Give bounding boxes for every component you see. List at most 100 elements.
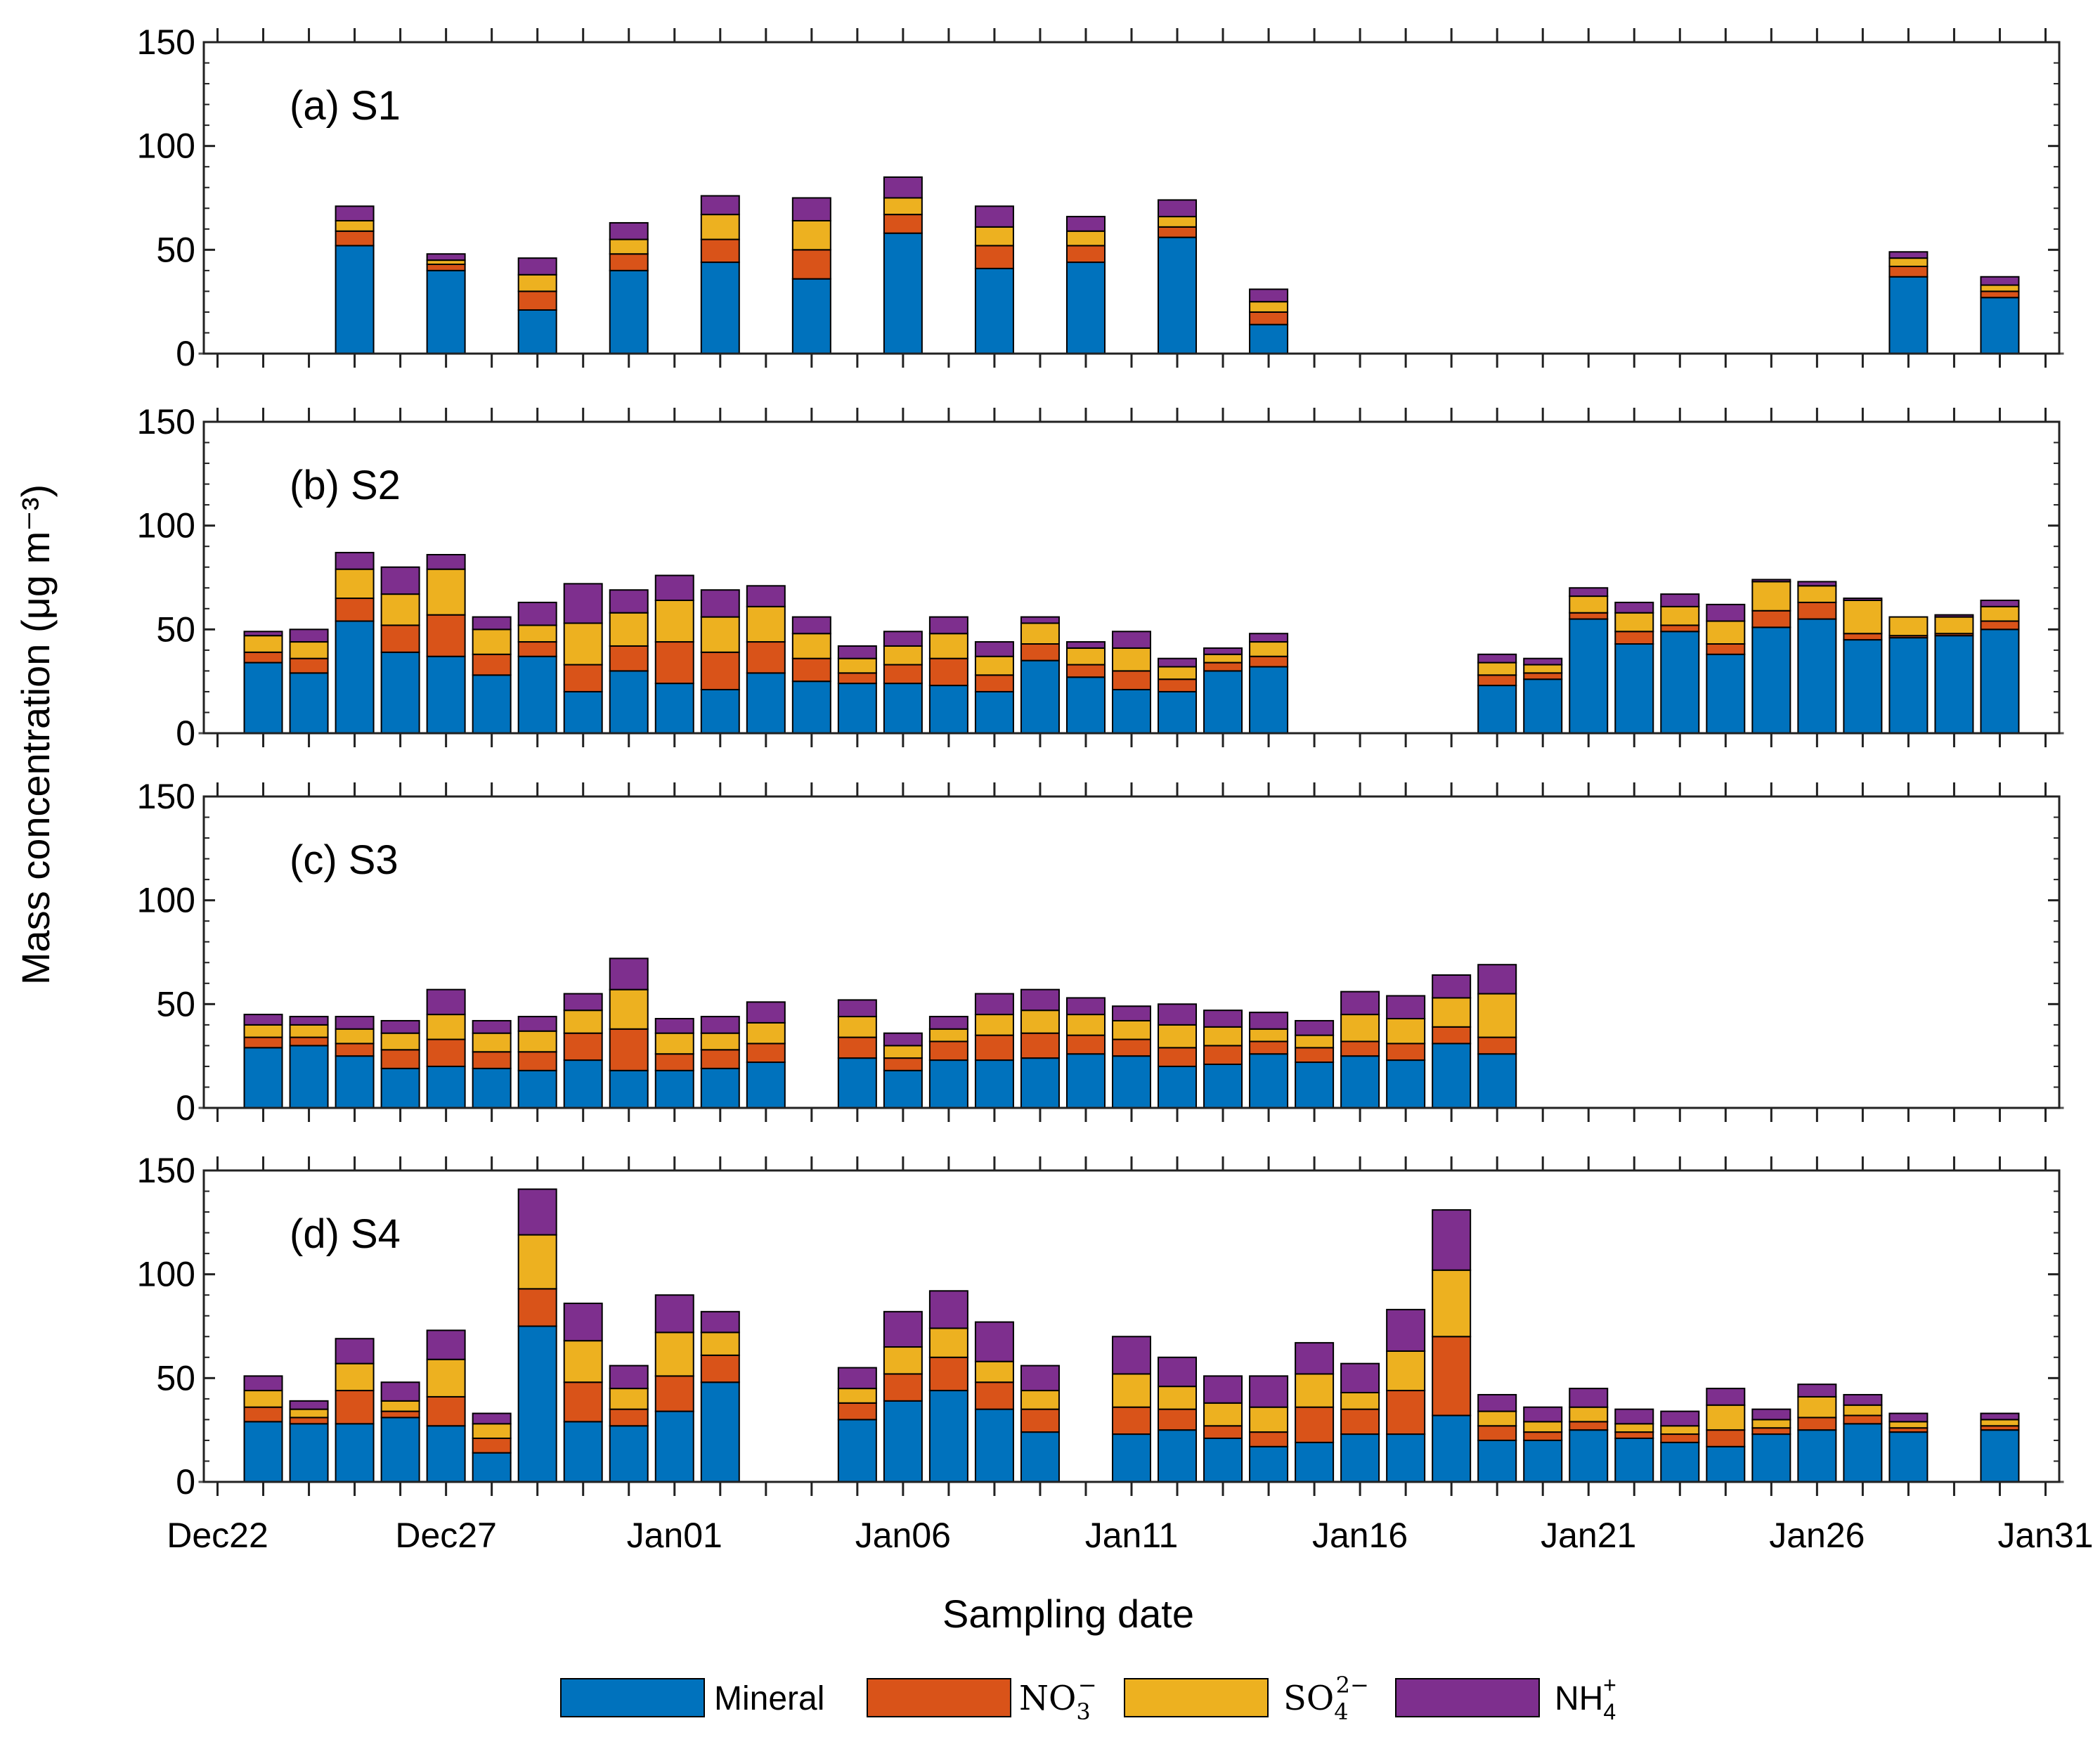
bar-segment-no3: [1158, 678, 1198, 692]
bar-segment-nh4: [335, 552, 375, 570]
bar-segment-nh4: [243, 1375, 283, 1392]
bar-segment-mineral: [700, 1381, 740, 1483]
bar-39: [974, 205, 1014, 354]
bar-segment-so4: [654, 599, 694, 643]
bar-segment-no3: [563, 1032, 603, 1062]
bar-segment-nh4: [1569, 1388, 1609, 1408]
bar-segment-nh4: [1660, 1410, 1700, 1427]
bar-segment-so4: [426, 1014, 466, 1040]
bar-segment-mineral: [700, 262, 740, 355]
bar-segment-no3: [1569, 1421, 1609, 1431]
bar-59: [1888, 616, 1929, 734]
bar-49: [1432, 1209, 1472, 1483]
bar-51: [1523, 657, 1563, 734]
bar-53: [1614, 601, 1654, 734]
bar-segment-no3: [1158, 1408, 1198, 1431]
legend: Mineral NO3− SO42− NH4+: [560, 1672, 1616, 1725]
legend-swatch-no3: [867, 1678, 1011, 1717]
bar-45: [1249, 288, 1289, 354]
bar-segment-nh4: [609, 221, 649, 240]
bar-segment-nh4: [700, 589, 740, 618]
y-tick-label: 150: [137, 402, 195, 441]
legend-no3-sub: 3: [1076, 1698, 1090, 1725]
bar-segment-so4: [1797, 1395, 1837, 1419]
bar-segment-no3: [1065, 245, 1106, 264]
bar-segment-so4: [700, 616, 740, 653]
bar-51: [1523, 1406, 1563, 1483]
bar-37: [883, 176, 923, 354]
bar-38: [928, 1016, 968, 1109]
bar-segment-so4: [1112, 647, 1151, 672]
bar-segment-nh4: [1340, 1362, 1380, 1394]
bar-segment-no3: [1249, 311, 1289, 325]
bar-34: [746, 585, 786, 734]
bar-45: [1249, 1012, 1289, 1109]
bar-segment-mineral: [654, 1410, 694, 1483]
bar-37: [883, 1310, 923, 1483]
bar-54: [1660, 1410, 1700, 1483]
bar-segment-no3: [426, 1395, 466, 1427]
bar-segment-no3: [1203, 662, 1243, 672]
bar-segment-nh4: [1158, 199, 1198, 218]
bar-segment-so4: [1797, 585, 1837, 603]
bar-segment-no3: [1112, 1406, 1151, 1435]
bar-segment-no3: [654, 1053, 694, 1071]
bar-segment-nh4: [1706, 1388, 1746, 1406]
bar-segment-no3: [1065, 1034, 1106, 1055]
y-tick-label: 100: [137, 881, 195, 920]
bar-segment-nh4: [1751, 1408, 1791, 1421]
bar-segment-no3: [1249, 1431, 1289, 1447]
bar-segment-no3: [700, 1354, 740, 1383]
bar-41: [1065, 997, 1106, 1109]
bar-segment-nh4: [654, 574, 694, 601]
bar-42: [1112, 1005, 1151, 1109]
bar-segment-no3: [1065, 664, 1106, 678]
bar-segment-mineral: [1295, 1441, 1335, 1483]
bar-segment-mineral: [974, 690, 1014, 735]
bar-segment-mineral: [1112, 1433, 1151, 1483]
bar-25: [335, 1016, 375, 1109]
bar-segment-mineral: [1706, 653, 1746, 734]
bar-segment-so4: [1980, 284, 2020, 292]
panel-2: 0 50 100 150 (b) S2: [137, 402, 2065, 753]
bar-segment-no3: [1249, 655, 1289, 668]
bar-segment-nh4: [1843, 1393, 1883, 1406]
bar-segment-mineral: [1797, 1429, 1837, 1483]
panel-label: (a) S1: [290, 83, 401, 129]
bar-segment-so4: [1203, 1402, 1243, 1427]
bar-segment-no3: [883, 1373, 923, 1402]
bar-segment-mineral: [289, 1045, 329, 1109]
bar-segment-so4: [1203, 1026, 1243, 1047]
bar-segment-nh4: [1843, 598, 1883, 601]
bar-segment-nh4: [1065, 997, 1106, 1016]
bar-segment-so4: [289, 641, 329, 659]
bar-59: [1888, 251, 1929, 354]
y-tick-label: 100: [137, 1255, 195, 1294]
bar-segment-nh4: [1386, 1308, 1426, 1352]
bar-segment-no3: [746, 1043, 786, 1064]
bar-segment-mineral: [883, 683, 923, 734]
bar-segment-so4: [243, 635, 283, 653]
bar-segment-no3: [1477, 674, 1517, 687]
bar-segment-no3: [1432, 1026, 1472, 1045]
bar-segment-no3: [1888, 265, 1929, 278]
bar-29: [517, 601, 557, 735]
bar-segment-so4: [1340, 1392, 1380, 1410]
x-tick-label: Jan16: [1312, 1516, 1408, 1555]
bar-segment-nh4: [746, 1001, 786, 1024]
bar-segment-no3: [700, 651, 740, 690]
bar-segment-so4: [426, 1358, 466, 1398]
axes-box: [202, 41, 2061, 355]
bar-segment-so4: [883, 1346, 923, 1375]
bar-segment-nh4: [472, 616, 512, 631]
bar-56: [1751, 1408, 1791, 1483]
bar-segment-nh4: [380, 566, 420, 595]
bar-segment-no3: [1112, 1038, 1151, 1057]
bar-segment-so4: [609, 1388, 649, 1410]
bar-segment-mineral: [563, 690, 603, 735]
bar-segment-mineral: [1751, 626, 1791, 734]
bar-segment-mineral: [243, 662, 283, 734]
panel-3: 0 50 100 150 (c) S3: [137, 777, 2065, 1128]
bar-segment-mineral: [1295, 1062, 1335, 1109]
bar-55: [1706, 1388, 1746, 1483]
